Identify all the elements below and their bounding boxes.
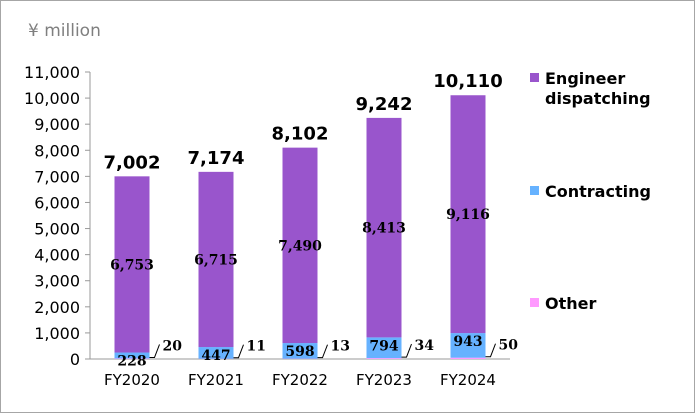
legend-swatch (530, 298, 539, 307)
data-label-other: 50 (499, 338, 519, 354)
bar-segment-engineer-dispatching (366, 117, 402, 338)
legend-label: Contracting (545, 182, 651, 201)
bars: 6,753 228 20 7,002 6,715 447 11 7,174 7,490 598 13… (104, 71, 519, 369)
data-label-contracting: 228 (117, 354, 146, 370)
unit-label: ¥ million (28, 21, 101, 41)
bar-segment-other (114, 358, 150, 359)
y-tick-label: 7,000 (34, 167, 80, 186)
leader-line-other (401, 343, 412, 358)
total-label: 7,002 (104, 152, 161, 173)
legend-label: dispatching (545, 89, 651, 108)
bar-segment-contracting (198, 347, 234, 359)
total-label: 7,174 (188, 148, 245, 169)
y-tick-label: 3,000 (34, 272, 80, 291)
y-tick-label: 5,000 (34, 220, 80, 239)
y-tick-label: 2,000 (34, 298, 80, 317)
bar-segment-engineer-dispatching (282, 147, 318, 344)
y-ticks: 0 1,000 2,000 3,000 4,000 5,000 6,000 7,000 8,00… (24, 63, 90, 369)
bar-segment-engineer-dispatching (198, 171, 234, 348)
x-tick-label: FY2023 (356, 371, 412, 389)
y-tick-label: 11,000 (24, 63, 80, 82)
data-label-contracting: 794 (369, 338, 398, 354)
legend-label: Other (545, 294, 596, 313)
leader-line-other (317, 344, 328, 359)
bar-segment-contracting (282, 343, 318, 359)
total-label: 8,102 (272, 124, 329, 145)
x-tick-label: FY2022 (272, 371, 328, 389)
y-tick-label: 9,000 (34, 115, 80, 134)
y-tick-label: 1,000 (34, 324, 80, 343)
bar-segment-other (450, 357, 486, 359)
data-label-contracting: 598 (285, 344, 314, 360)
x-tick-label: FY2021 (188, 371, 244, 389)
data-label-other: 11 (247, 339, 266, 355)
y-tick-label: 10,000 (24, 89, 80, 108)
x-tick-label: FY2024 (440, 371, 496, 389)
bar-segment-other (366, 358, 402, 359)
y-tick-label: 6,000 (34, 193, 80, 212)
data-label-contracting: 943 (453, 334, 482, 350)
x-tick-label: FY2020 (104, 371, 160, 389)
legend-swatch (530, 73, 539, 82)
total-label: 10,110 (433, 71, 502, 92)
legend-label: Engineer (545, 69, 625, 88)
data-label-other: 20 (163, 338, 183, 354)
bar-segment-engineer-dispatching (114, 176, 150, 353)
y-tick-label: 0 (70, 350, 80, 369)
data-label-contracting: 447 (201, 348, 230, 364)
bar-segment-contracting (366, 337, 402, 359)
x-ticks: FY2020 FY2021 FY2022 FY2023 FY2024 (104, 371, 496, 389)
total-label: 9,242 (356, 94, 413, 115)
y-tick-label: 4,000 (34, 246, 80, 265)
data-label-engineer-dispatching: 7,490 (278, 238, 322, 254)
leader-line-other (149, 344, 160, 358)
legend-swatch (530, 186, 539, 195)
data-label-other: 34 (415, 338, 435, 354)
y-tick-label: 8,000 (34, 141, 80, 160)
bar-segment-contracting (450, 333, 486, 358)
data-label-engineer-dispatching: 9,116 (446, 207, 490, 223)
data-label-engineer-dispatching: 6,715 (194, 252, 238, 268)
bar-segment-engineer-dispatching (450, 95, 486, 334)
bar-segment-contracting (114, 352, 150, 359)
leader-line-other (233, 344, 244, 359)
data-label-engineer-dispatching: 8,413 (362, 221, 406, 237)
leader-line-other (485, 343, 496, 358)
data-label-other: 13 (331, 339, 350, 355)
data-label-engineer-dispatching: 6,753 (110, 257, 154, 273)
